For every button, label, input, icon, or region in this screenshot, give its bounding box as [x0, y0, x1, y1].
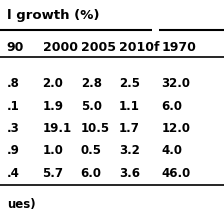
Text: 90: 90 [7, 41, 24, 54]
Text: 10.5: 10.5 [81, 122, 110, 135]
Text: 1970: 1970 [161, 41, 196, 54]
Text: 5.0: 5.0 [81, 100, 102, 113]
Text: 3.2: 3.2 [119, 144, 140, 157]
Text: 6.0: 6.0 [81, 167, 102, 180]
Text: .9: .9 [7, 144, 19, 157]
Text: ues): ues) [7, 198, 35, 211]
Text: 2.5: 2.5 [119, 77, 140, 90]
Text: 1.7: 1.7 [119, 122, 140, 135]
Text: 1.9: 1.9 [43, 100, 64, 113]
Text: 19.1: 19.1 [43, 122, 72, 135]
Text: 32.0: 32.0 [161, 77, 190, 90]
Text: 2000: 2000 [43, 41, 78, 54]
Text: .3: .3 [7, 122, 19, 135]
Text: 6.0: 6.0 [161, 100, 182, 113]
Text: .1: .1 [7, 100, 19, 113]
Text: 1.0: 1.0 [43, 144, 63, 157]
Text: 2005: 2005 [81, 41, 116, 54]
Text: 46.0: 46.0 [161, 167, 191, 180]
Text: .8: .8 [7, 77, 19, 90]
Text: .4: .4 [7, 167, 19, 180]
Text: 0.5: 0.5 [81, 144, 102, 157]
Text: 3.6: 3.6 [119, 167, 140, 180]
Text: 4.0: 4.0 [161, 144, 182, 157]
Text: 2.0: 2.0 [43, 77, 63, 90]
Text: 2.8: 2.8 [81, 77, 102, 90]
Text: 12.0: 12.0 [161, 122, 190, 135]
Text: 2010f: 2010f [119, 41, 159, 54]
Text: 1.1: 1.1 [119, 100, 140, 113]
Text: 5.7: 5.7 [43, 167, 64, 180]
Text: l growth (%): l growth (%) [7, 9, 99, 22]
